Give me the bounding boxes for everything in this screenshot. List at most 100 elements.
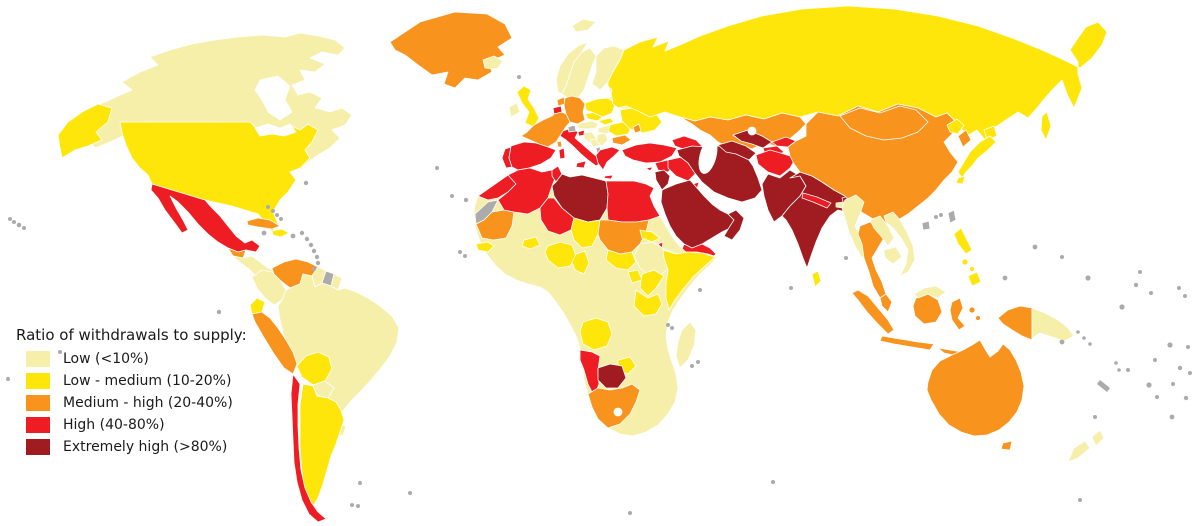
region-spain (508, 141, 557, 171)
region-japan-kyushu (955, 175, 966, 185)
region-saudi-arabia (660, 179, 735, 249)
region-tanzania (633, 289, 663, 317)
region-japan-honshu (957, 135, 997, 179)
region-sakhalin (1040, 111, 1052, 141)
region-turkey (621, 142, 678, 164)
hudson-bay (254, 75, 293, 121)
region-madagascar (675, 321, 697, 369)
region-eritrea (639, 229, 661, 243)
region-oman (723, 209, 745, 241)
legend-row-low: Low (<10%) (26, 351, 247, 367)
region-moluccas-2 (975, 315, 981, 321)
region-slovakia (597, 117, 615, 126)
region-afghanistan (755, 149, 797, 177)
legend-label-medium-high: Medium - high (20-40%) (63, 395, 233, 411)
region-ecuador (249, 297, 266, 315)
legend-swatch-medium-high (26, 395, 50, 411)
region-moldova (632, 123, 642, 134)
region-angola (579, 317, 613, 351)
region-mexico (150, 183, 261, 253)
region-taiwan (947, 209, 957, 224)
region-ireland (508, 102, 521, 118)
region-sardinia (558, 147, 566, 160)
region-turkmenistan (717, 140, 757, 161)
region-australia (926, 339, 1025, 437)
no-data-islands (6, 75, 1192, 515)
inland-water (254, 75, 757, 417)
region-somalia (662, 249, 716, 311)
region-burkina (521, 236, 541, 250)
region-serbia (596, 132, 609, 147)
lesotho-hole (613, 407, 623, 417)
region-visayas (961, 258, 969, 266)
region-levant (654, 169, 671, 191)
region-kenya (639, 269, 665, 297)
legend-label-low-medium: Low - medium (10-20%) (63, 373, 232, 389)
region-iceland (482, 55, 504, 70)
region-hainan (921, 220, 931, 231)
legend-label-high: High (40-80%) (63, 417, 165, 433)
region-france (520, 111, 571, 148)
region-alaska (57, 103, 113, 159)
region-uk (516, 85, 540, 128)
region-djibouti (657, 241, 664, 249)
region-sri-lanka (811, 270, 822, 288)
region-iran (676, 145, 763, 203)
new-caledonia (1097, 380, 1110, 392)
region-guatemala (227, 247, 247, 259)
region-java (879, 335, 935, 351)
region-moluccas (968, 306, 976, 314)
region-greenland (389, 11, 513, 89)
region-laos (869, 215, 895, 247)
region-bolivia (296, 351, 333, 386)
legend: Ratio of withdrawals to supply: Low (<10… (14, 326, 247, 461)
region-egypt (605, 180, 661, 223)
region-mindanao (967, 271, 982, 287)
legend-row-extremely-high: Extremely high (>80%) (26, 439, 247, 455)
region-svalbard (571, 18, 597, 33)
region-chile (290, 373, 327, 523)
region-papua-new-guinea (1031, 307, 1075, 342)
region-south-korea (957, 129, 972, 148)
region-nepal (801, 192, 832, 209)
region-usa (119, 121, 319, 233)
region-cambodia (883, 246, 903, 265)
legend-label-extremely-high: Extremely high (>80%) (63, 439, 228, 455)
caspian-sea (698, 138, 718, 174)
region-north-korea (946, 118, 965, 135)
region-botswana (597, 363, 627, 389)
region-bulgaria (611, 134, 632, 146)
region-mongolia (839, 105, 929, 141)
legend-title: Ratio of withdrawals to supply: (16, 326, 247, 344)
legend-row-high: High (40-80%) (26, 417, 247, 433)
legend-swatch-low-medium (26, 373, 50, 389)
region-corsica (556, 140, 563, 148)
region-vietnam (883, 211, 916, 277)
region-greece (595, 146, 621, 171)
legend-row-low-medium: Low - medium (10-20%) (26, 373, 247, 389)
region-west-papua (997, 305, 1033, 341)
region-china (787, 103, 959, 225)
legend-swatch-extremely-high (26, 439, 50, 455)
region-malaysia-peninsula (879, 293, 893, 313)
region-nigeria (544, 241, 577, 269)
region-crete (603, 174, 614, 180)
region-japan-hokkaido (983, 125, 998, 141)
legend-label-low: Low (<10%) (63, 351, 149, 367)
region-switzerland (567, 124, 577, 133)
aral-sea (747, 126, 757, 136)
region-new-zealand-north (1091, 429, 1105, 447)
region-cameroon (571, 250, 590, 275)
region-cuba (246, 217, 281, 230)
region-mauritania (475, 209, 515, 241)
region-chad (570, 217, 601, 249)
region-austria (577, 120, 599, 130)
region-hispaniola (271, 228, 290, 238)
region-poland (584, 97, 616, 118)
region-south-africa (587, 383, 641, 429)
region-luzon (953, 227, 973, 255)
region-peru (251, 311, 298, 375)
region-visayas-2 (969, 266, 975, 272)
region-sumatra (851, 289, 895, 335)
